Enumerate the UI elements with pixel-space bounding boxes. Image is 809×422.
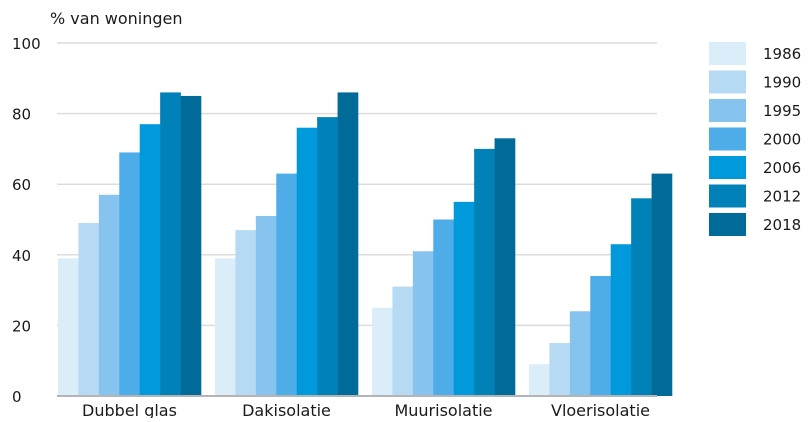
- bar: [412, 251, 434, 396]
- bar: [590, 275, 612, 396]
- legend-label: 2000: [763, 131, 801, 149]
- bar: [372, 307, 393, 396]
- y-tick-label: 0: [12, 388, 22, 406]
- legend-swatch: [709, 184, 746, 208]
- bar: [160, 92, 181, 397]
- bar: [549, 343, 571, 396]
- bar: [433, 219, 455, 396]
- bar: [392, 286, 414, 396]
- bar: [529, 364, 550, 396]
- legend-swatch: [709, 99, 746, 122]
- bar: [255, 215, 277, 396]
- bar: [58, 258, 79, 396]
- legend-label: 1995: [763, 102, 801, 120]
- bar: [180, 95, 202, 396]
- y-tick-label: 40: [12, 247, 31, 265]
- bar: [474, 148, 495, 396]
- y-tick-label: 20: [12, 317, 31, 335]
- bar: [139, 124, 161, 396]
- legend-label: 1990: [763, 74, 801, 92]
- bar: [215, 258, 236, 396]
- legend-label: 2006: [763, 159, 801, 177]
- legend-swatch: [709, 213, 746, 236]
- legend-swatch: [709, 70, 746, 94]
- legend-label: 2012: [763, 188, 801, 206]
- legend-swatch: [709, 127, 746, 151]
- x-tick-label: Muurisolatie: [394, 401, 492, 418]
- legend-swatch: [709, 42, 746, 65]
- bar: [651, 173, 673, 396]
- bar: [78, 223, 100, 396]
- legend-swatch: [709, 156, 746, 179]
- y-tick-label: 100: [12, 35, 41, 53]
- bar: [296, 127, 318, 396]
- bar: [317, 117, 338, 396]
- bar: [98, 194, 120, 396]
- x-tick-label: Dakisolatie: [242, 401, 331, 418]
- bar: [631, 198, 652, 396]
- bar: [119, 152, 141, 396]
- bar: [337, 92, 359, 397]
- x-tick-label: Dubbel glas: [82, 401, 177, 418]
- bar: [235, 230, 257, 396]
- legend-label: 2018: [763, 216, 801, 234]
- y-tick-label: 60: [12, 176, 31, 194]
- x-tick-label: Vloerisolatie: [551, 401, 650, 418]
- bar: [569, 311, 591, 396]
- y-tick-label: 80: [12, 106, 31, 124]
- bar: [453, 201, 475, 396]
- bar: [276, 173, 298, 396]
- y-axis-label: % van woningen: [50, 9, 183, 28]
- bar: [610, 244, 632, 396]
- legend-label: 1986: [763, 45, 801, 63]
- bar: [494, 138, 516, 396]
